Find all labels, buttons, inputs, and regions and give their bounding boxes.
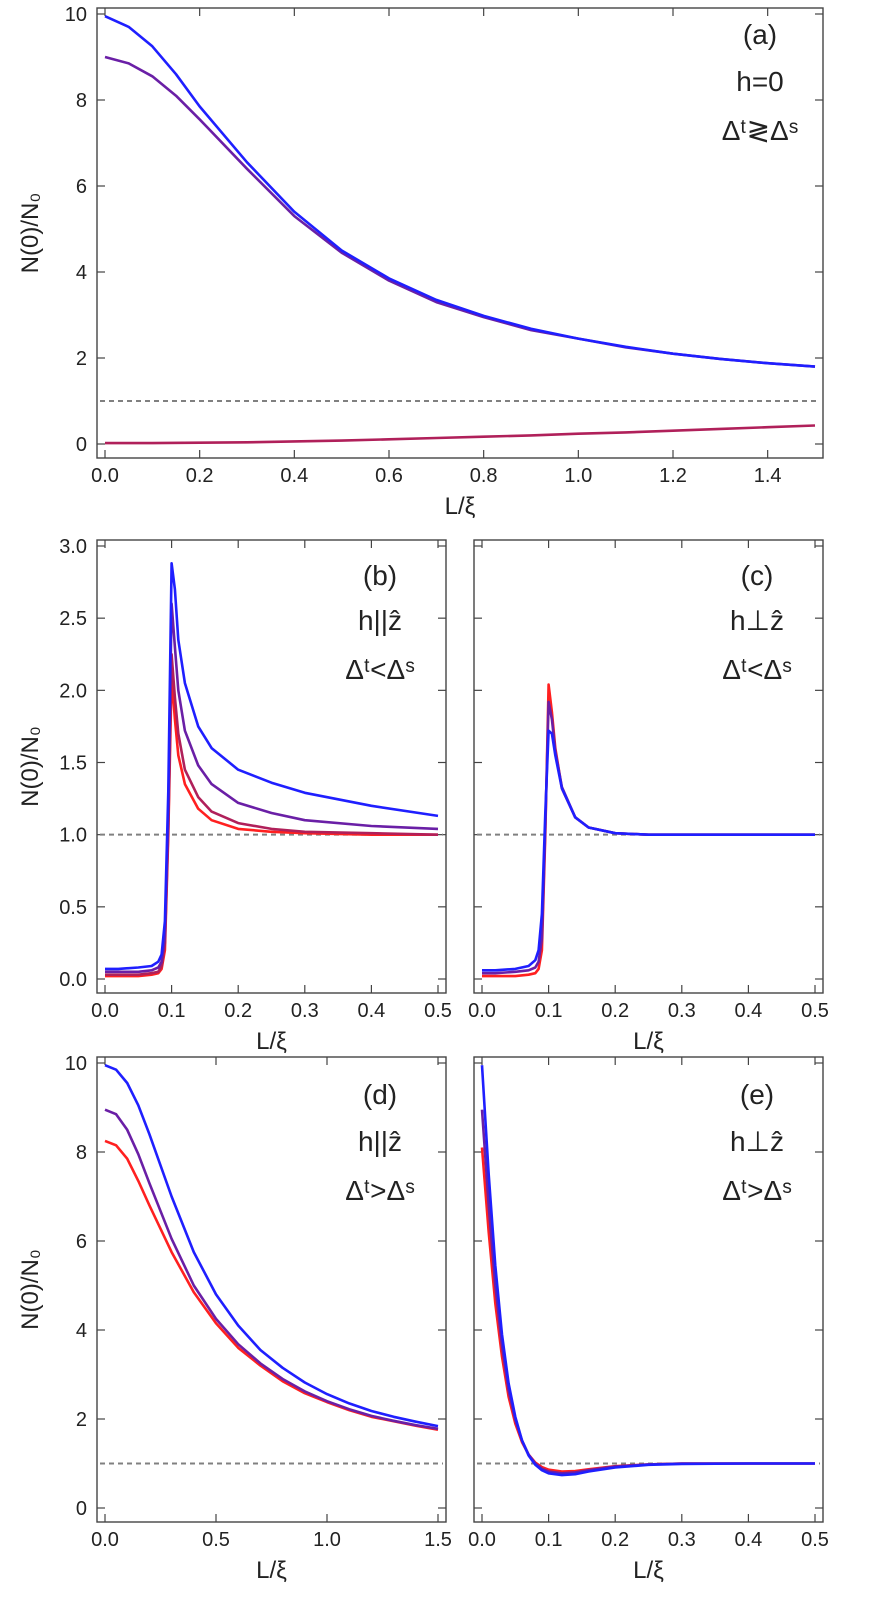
y-tick-label: 10 <box>65 1053 87 1075</box>
y-tick-label: 4 <box>76 262 87 284</box>
y-tick-label: 3.0 <box>59 536 87 558</box>
x-tick-label: 0.5 <box>202 1529 230 1551</box>
panel-annotation: h⊥ẑ <box>730 605 784 636</box>
panel-annotation: (a) <box>743 19 777 50</box>
x-tick-label: 0.4 <box>734 1000 762 1022</box>
y-tick-label: 0.5 <box>59 897 87 919</box>
y-tick-label: 0 <box>76 434 87 456</box>
x-axis-label: L/ξ <box>256 1028 287 1055</box>
y-tick-label: 2 <box>76 1409 87 1431</box>
panel-annotation: (e) <box>740 1079 774 1110</box>
x-tick-label: 0.4 <box>280 465 308 487</box>
figure: 0.0 0.2 0.4 0.6 0.8 1.0 1.2 1.4 0 2 4 6 8 10 L/ξ N(0)/N… <box>0 0 878 1619</box>
y-tick-label: 8 <box>76 90 87 112</box>
y-tick-label: 0.0 <box>59 969 87 991</box>
x-tick-label: 0.4 <box>734 1529 762 1551</box>
panel-b: 0.0 0.1 0.2 0.3 0.4 0.5 0.0 0.5 1.0 1.5 2.0 2.5 3.0 L… <box>17 536 452 1055</box>
panel-e: 0.0 0.1 0.2 0.3 0.4 0.5 L/ξ (e) h⊥ẑ Δᵗ>Δˢ <box>468 1057 829 1584</box>
x-tick-label: 0.0 <box>91 1529 119 1551</box>
x-tick-label: 0.8 <box>470 465 498 487</box>
x-tick-label: 0.2 <box>601 1000 629 1022</box>
panel-annotation: Δᵗ>Δˢ <box>345 1175 414 1206</box>
panel-annotation: h||ẑ <box>358 1126 402 1157</box>
y-tick-label: 8 <box>76 1142 87 1164</box>
panel-c: 0.0 0.1 0.2 0.3 0.4 0.5 L/ξ (c) h⊥ẑ Δᵗ<Δˢ <box>468 540 829 1055</box>
panel-annotation: Δᵗ≷Δˢ <box>722 115 799 146</box>
y-tick-label: 2.0 <box>59 680 87 702</box>
x-tick-label: 1.0 <box>313 1529 341 1551</box>
y-tick-label: 1.0 <box>59 825 87 847</box>
y-tick-label: 6 <box>76 1231 87 1253</box>
x-tick-label: 0.6 <box>375 465 403 487</box>
panel-annotation: h||ẑ <box>358 605 402 636</box>
x-tick-label: 0.5 <box>801 1529 829 1551</box>
x-axis-label: L/ξ <box>256 1557 287 1584</box>
series-line-blue <box>105 16 815 366</box>
panel-a: 0.0 0.2 0.4 0.6 0.8 1.0 1.2 1.4 0 2 4 6 8 10 L/ξ N(0)/N… <box>17 4 823 520</box>
series-line-magenta <box>105 426 815 444</box>
x-tick-label: 0.0 <box>468 1000 496 1022</box>
x-tick-label: 0.4 <box>357 1000 385 1022</box>
x-tick-label: 0.0 <box>91 465 119 487</box>
x-tick-label: 0.3 <box>668 1000 696 1022</box>
x-axis-label: L/ξ <box>445 493 476 520</box>
panel-annotation: h⊥ẑ <box>730 1126 784 1157</box>
plot-frame <box>97 8 823 458</box>
x-tick-label: 1.0 <box>564 465 592 487</box>
y-tick-label: 10 <box>65 4 87 26</box>
y-axis-label: N(0)/N₀ <box>17 193 44 274</box>
series-line-purple <box>482 702 815 973</box>
series-line-purple <box>482 1110 815 1474</box>
x-tick-label: 0.2 <box>224 1000 252 1022</box>
x-tick-label: 0.2 <box>186 465 214 487</box>
x-tick-label: 0.0 <box>91 1000 119 1022</box>
x-tick-label: 0.0 <box>468 1529 496 1551</box>
y-tick-label: 6 <box>76 176 87 198</box>
x-tick-label: 1.2 <box>659 465 687 487</box>
y-axis-label: N(0)/N₀ <box>17 1249 44 1330</box>
x-tick-label: 0.1 <box>535 1000 563 1022</box>
panel-annotation: h=0 <box>736 66 784 97</box>
panel-annotation: (d) <box>363 1079 397 1110</box>
y-tick-label: 1.5 <box>59 753 87 775</box>
x-tick-label: 0.3 <box>668 1529 696 1551</box>
panel-annotation: Δᵗ>Δˢ <box>722 1175 791 1206</box>
x-tick-label: 0.5 <box>801 1000 829 1022</box>
x-tick-label: 1.4 <box>754 465 782 487</box>
panel-annotation: Δᵗ<Δˢ <box>722 654 791 685</box>
x-tick-label: 1.5 <box>424 1529 452 1551</box>
x-tick-label: 0.2 <box>601 1529 629 1551</box>
series-line-purple <box>105 1110 438 1429</box>
x-axis-label: L/ξ <box>633 1557 664 1584</box>
x-tick-label: 0.1 <box>535 1529 563 1551</box>
series-line-purple <box>105 57 815 367</box>
panel-annotation: Δᵗ<Δˢ <box>345 654 414 685</box>
y-tick-label: 0 <box>76 1498 87 1520</box>
panel-d: 0.0 0.5 1.0 1.5 0 2 4 6 8 10 L/ξ N(0)/N₀ (d) h||ẑ Δᵗ>Δ… <box>17 1053 452 1584</box>
x-tick-label: 0.3 <box>291 1000 319 1022</box>
y-tick-label: 2.5 <box>59 608 87 630</box>
x-tick-label: 0.1 <box>158 1000 186 1022</box>
panel-annotation: (b) <box>363 560 397 591</box>
x-axis-label: L/ξ <box>633 1028 664 1055</box>
series-line-red <box>482 685 815 977</box>
y-tick-label: 2 <box>76 348 87 370</box>
x-tick-label: 0.5 <box>424 1000 452 1022</box>
series-line-blue <box>482 731 815 971</box>
panel-annotation: (c) <box>741 560 774 591</box>
y-axis-label: N(0)/N₀ <box>17 726 44 807</box>
y-tick-label: 4 <box>76 1320 87 1342</box>
series-line-magenta <box>105 654 438 974</box>
